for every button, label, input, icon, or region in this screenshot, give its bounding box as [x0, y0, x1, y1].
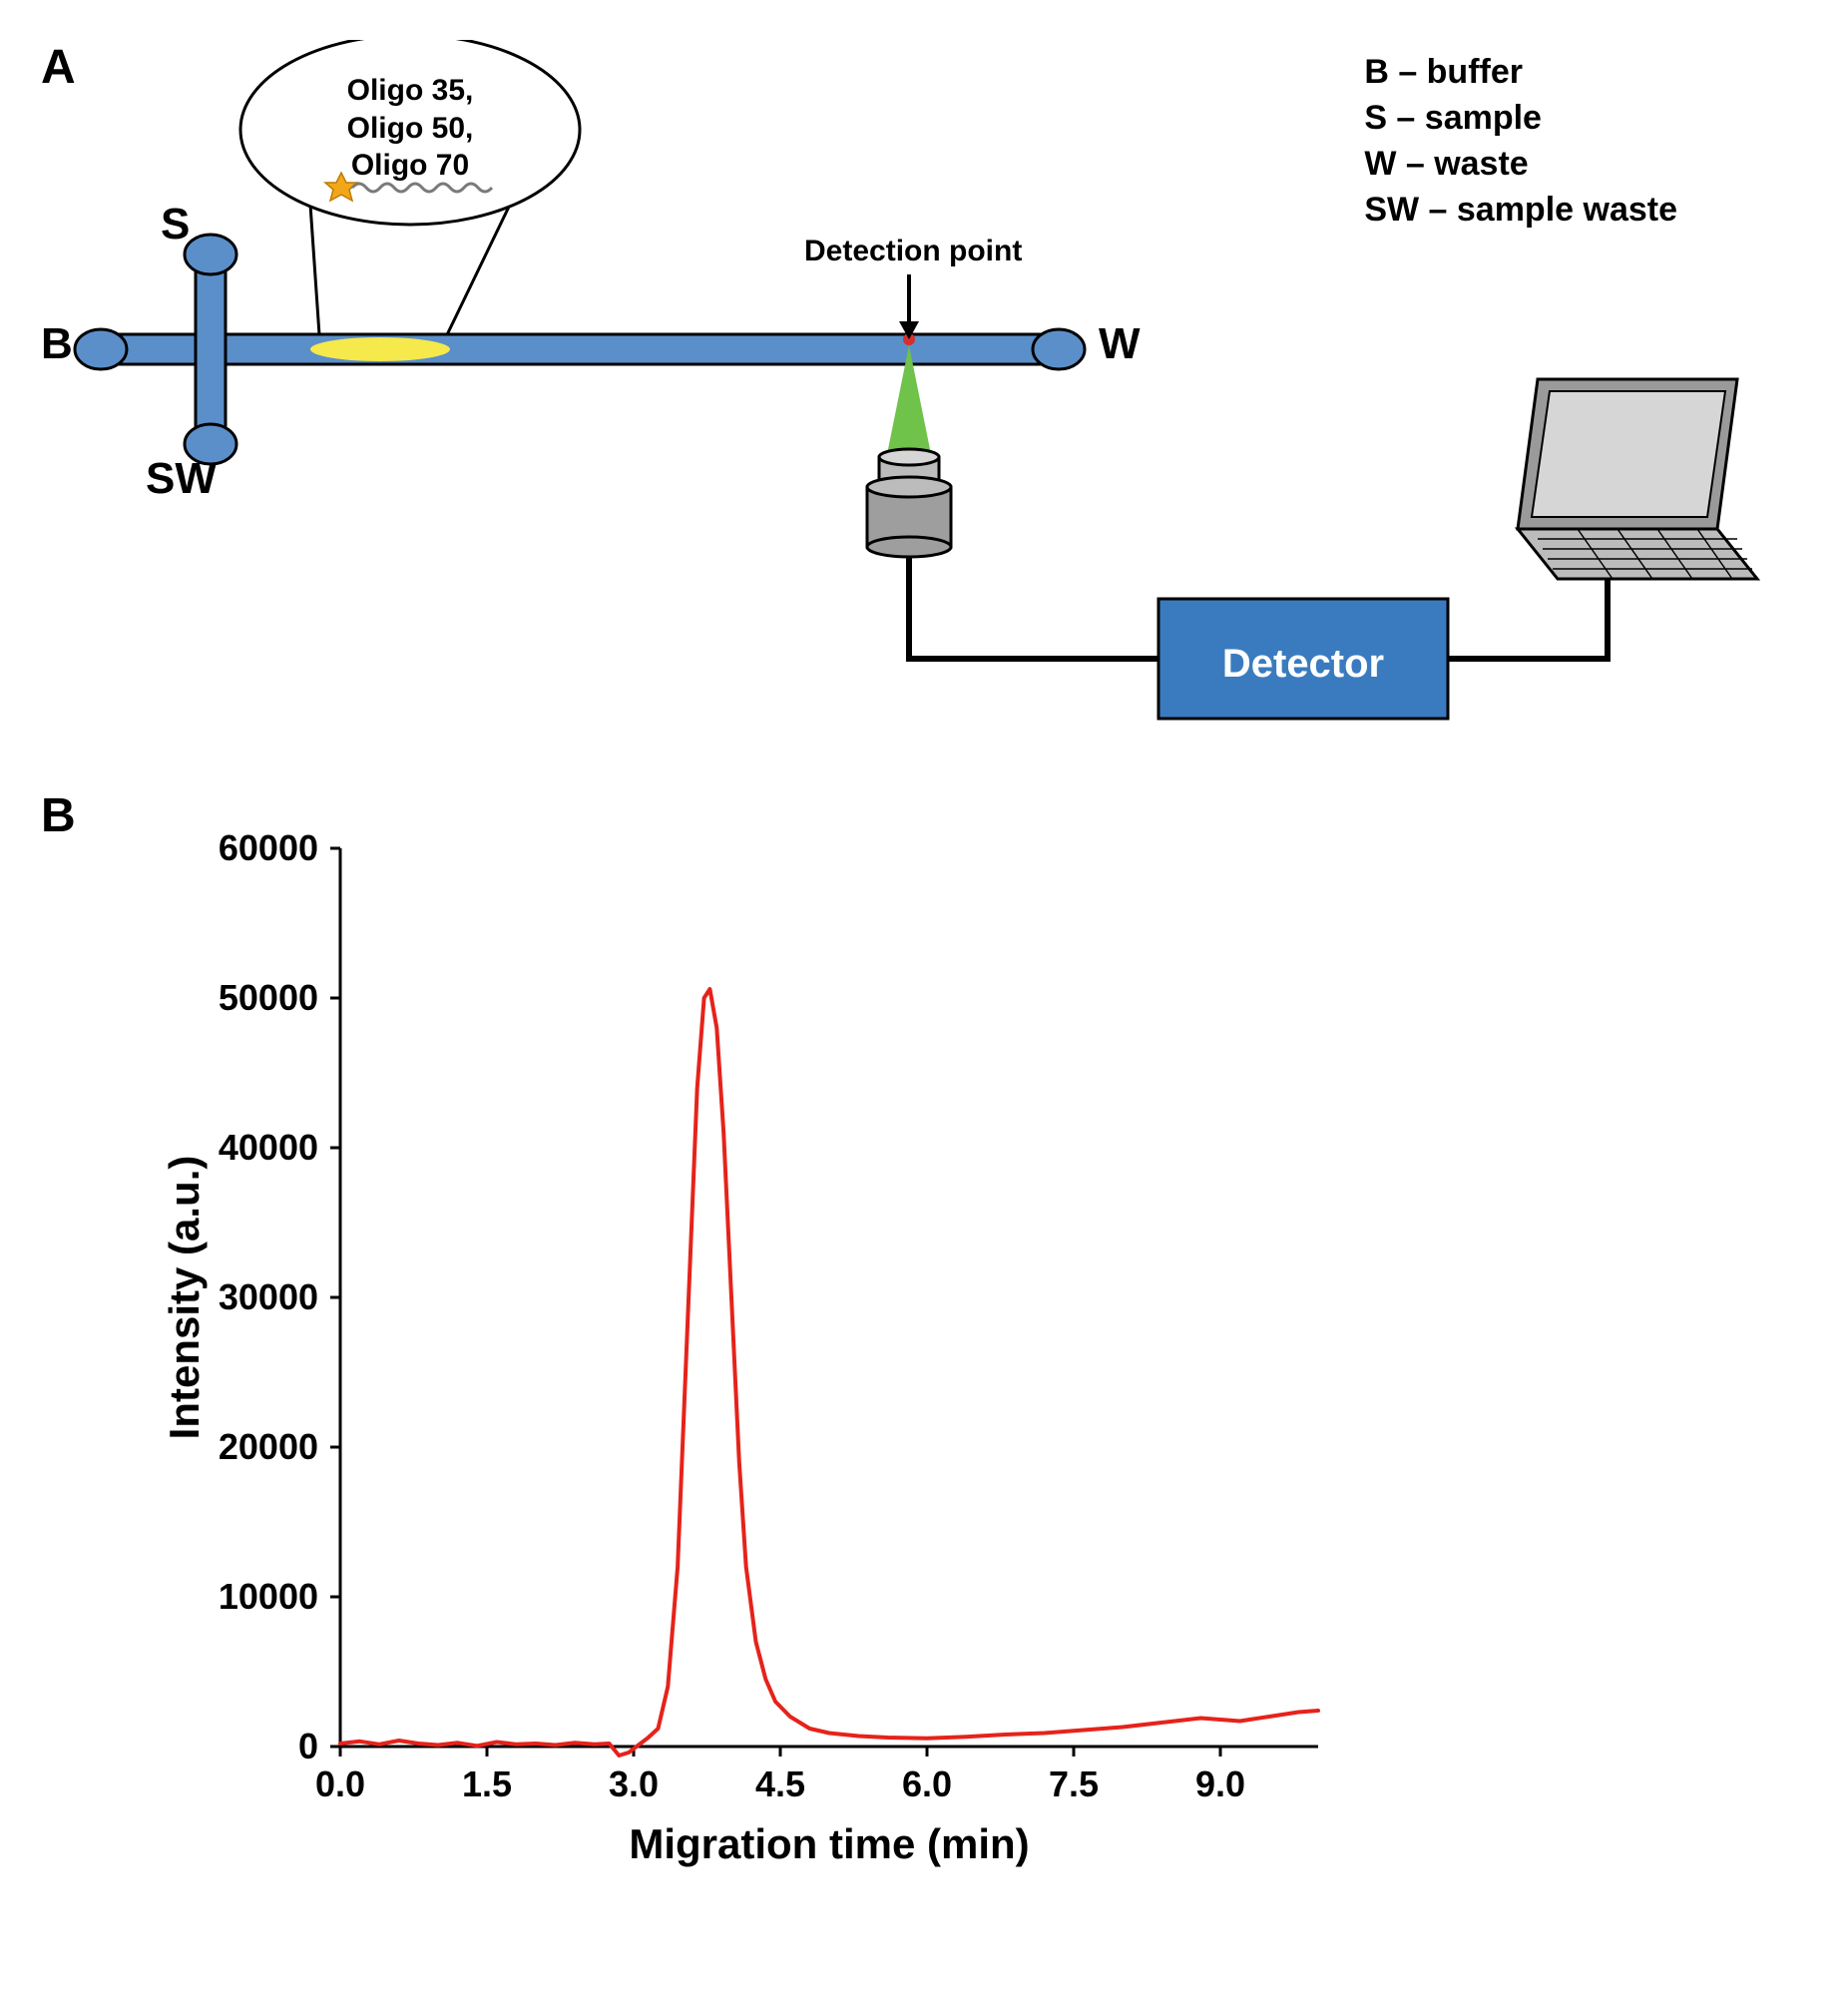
callout-line-2: Oligo 50,	[285, 110, 535, 148]
cable-detector-laptop	[1448, 569, 1608, 659]
port-label-w: W	[1099, 319, 1141, 369]
svg-text:20000: 20000	[219, 1426, 318, 1467]
port-label-s: S	[161, 200, 190, 250]
svg-text:60000: 60000	[219, 828, 318, 868]
objective-lens	[867, 449, 951, 557]
svg-text:50000: 50000	[219, 977, 318, 1018]
callout-line-left	[310, 205, 320, 349]
panel-a: A B – buffer S – sample W – waste SW – s…	[41, 40, 1807, 758]
svg-text:0: 0	[298, 1726, 318, 1766]
port-label-sw: SW	[146, 454, 217, 504]
panel-b-label: B	[41, 788, 76, 843]
svg-text:4.5: 4.5	[755, 1763, 805, 1804]
cable-objective-detector	[909, 557, 1158, 659]
svg-text:9.0: 9.0	[1195, 1763, 1245, 1804]
reservoir-b	[75, 329, 127, 369]
callout-line-3: Oligo 70	[285, 147, 535, 185]
chart-container: 0 10000 20000 30000 40000 50000 60000 0.0 1.5 3.0…	[151, 828, 1348, 1876]
channel-main	[101, 334, 1059, 364]
svg-text:30000: 30000	[219, 1276, 318, 1317]
svg-text:0.0: 0.0	[315, 1763, 365, 1804]
callout-text-group: Oligo 35, Oligo 50, Oligo 70	[285, 72, 535, 185]
svg-text:7.5: 7.5	[1049, 1763, 1099, 1804]
port-label-b: B	[41, 319, 73, 369]
reservoir-s	[185, 235, 236, 274]
svg-text:1.5: 1.5	[462, 1763, 512, 1804]
reservoir-w	[1033, 329, 1085, 369]
detection-point-label: Detection point	[804, 235, 1022, 268]
sample-plug	[310, 337, 450, 361]
svg-text:Migration time (min): Migration time (min)	[629, 1820, 1029, 1867]
laptop-icon	[1518, 379, 1757, 579]
panel-b: B 0 10000 20000 30000 40000 50000 60000 0.0 1.5 3…	[41, 788, 1807, 1946]
svg-text:40000: 40000	[219, 1127, 318, 1168]
svg-text:Intensity (a.u.): Intensity (a.u.)	[161, 1156, 208, 1440]
detector-label: Detector	[1222, 642, 1384, 686]
callout-line-1: Oligo 35,	[285, 72, 535, 110]
line-chart: 0 10000 20000 30000 40000 50000 60000 0.0 1.5 3.0…	[151, 828, 1348, 1876]
svg-text:6.0: 6.0	[902, 1763, 952, 1804]
svg-text:3.0: 3.0	[609, 1763, 659, 1804]
svg-text:10000: 10000	[219, 1576, 318, 1617]
callout-line-right	[440, 205, 510, 349]
